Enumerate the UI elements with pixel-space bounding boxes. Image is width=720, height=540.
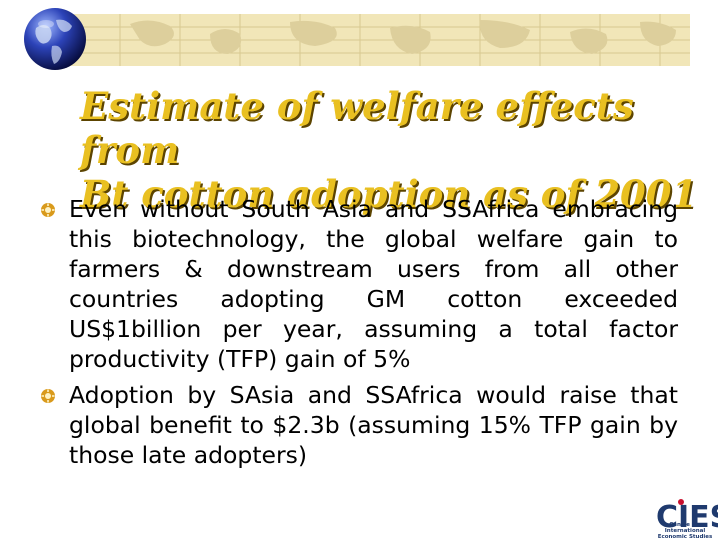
- bullet-text: Even without South Asia and SSAfrica emb…: [69, 195, 678, 373]
- logo-caption-line: Centre for International: [664, 522, 706, 534]
- slide-title-line: Estimate of welfare effects from: [80, 84, 634, 172]
- bullet-item: Adoption by SAsia and SSAfrica would rai…: [38, 380, 678, 470]
- logo-caption-line: Economic Studies: [657, 534, 713, 540]
- world-map-grid: [60, 14, 690, 66]
- bullet-item: Even without South Asia and SSAfrica emb…: [38, 194, 678, 374]
- logo-wordmark: CIES: [656, 500, 718, 535]
- globe-icon: [24, 8, 86, 70]
- logo-caption: Centre for International Economic Studie…: [652, 522, 718, 540]
- slide-title-line: Bt cotton adoption as of 2001: [80, 172, 698, 216]
- header-banner: [60, 14, 690, 66]
- slide-title: Estimate of welfare effects from Bt cott…: [80, 84, 700, 216]
- bullet-list: Even without South Asia and SSAfrica emb…: [38, 194, 678, 476]
- bullet-text: Adoption by SAsia and SSAfrica would rai…: [69, 381, 678, 469]
- bullet-icon: [41, 203, 55, 217]
- bullet-icon: [41, 389, 55, 403]
- cies-logo: CIES: [656, 499, 718, 535]
